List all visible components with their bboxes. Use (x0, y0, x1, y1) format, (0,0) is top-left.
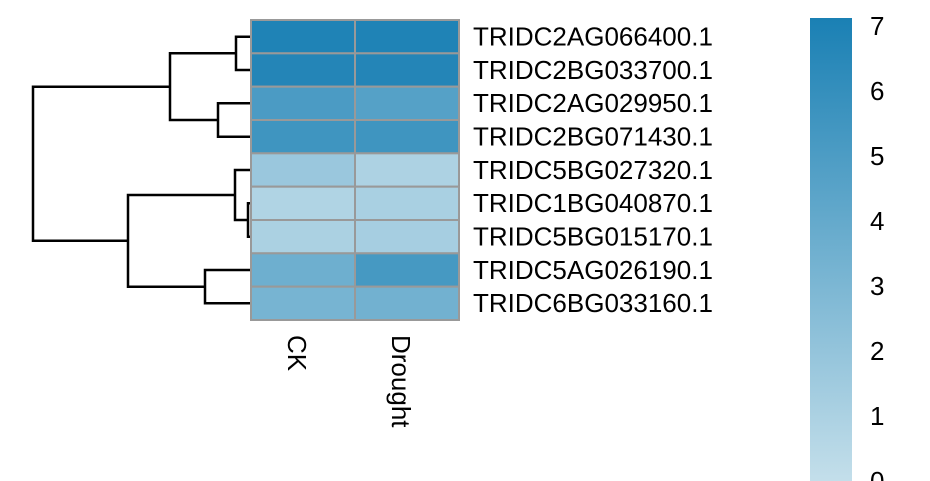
colorbar-tick-label: 4 (870, 206, 884, 236)
column-label: CK (282, 335, 312, 372)
heatmap-cell (250, 219, 356, 255)
heatmap-cell (354, 252, 460, 288)
dendrogram (31, 35, 252, 305)
row-label: TRIDC6BG033160.1 (473, 288, 713, 318)
heatmap-cell (250, 52, 356, 88)
heatmap-cell (250, 285, 356, 321)
row-label: TRIDC5BG027320.1 (473, 155, 713, 185)
colorbar-tick-label: 1 (870, 401, 884, 431)
heatmap-cell (354, 219, 460, 255)
row-label: TRIDC2BG033700.1 (473, 55, 713, 85)
heatmap-cell (250, 152, 356, 188)
row-label: TRIDC5AG026190.1 (473, 255, 713, 285)
heatmap-cell (354, 285, 460, 321)
colorbar-tick-label: 0 (870, 466, 884, 481)
heatmap-cell (250, 19, 356, 55)
heatmap-cell (354, 52, 460, 88)
colorbar (810, 18, 852, 481)
heatmap-cell (354, 19, 460, 55)
row-label: TRIDC2BG071430.1 (473, 122, 713, 152)
heatmap-cell (250, 185, 356, 222)
heatmap-cell (354, 185, 460, 222)
row-label: TRIDC1BG040870.1 (473, 188, 713, 218)
heatmap-cell (250, 119, 356, 155)
colorbar-tick-label: 2 (870, 336, 884, 366)
row-label: TRIDC5BG015170.1 (473, 222, 713, 252)
column-label: Drought (386, 335, 416, 428)
colorbar-tick-label: 5 (870, 141, 884, 171)
colorbar-tick-label: 6 (870, 76, 884, 106)
heatmap-cell (354, 85, 460, 121)
row-label: TRIDC2AG066400.1 (473, 22, 713, 52)
colorbar-tick-label: 7 (870, 11, 884, 41)
row-label: TRIDC2AG029950.1 (473, 88, 713, 118)
colorbar-tick-label: 3 (870, 271, 884, 301)
heatmap-cell (354, 119, 460, 155)
heatmap-cell (250, 85, 356, 121)
heatmap-cell (354, 152, 460, 188)
heatmap-cell (250, 252, 356, 288)
